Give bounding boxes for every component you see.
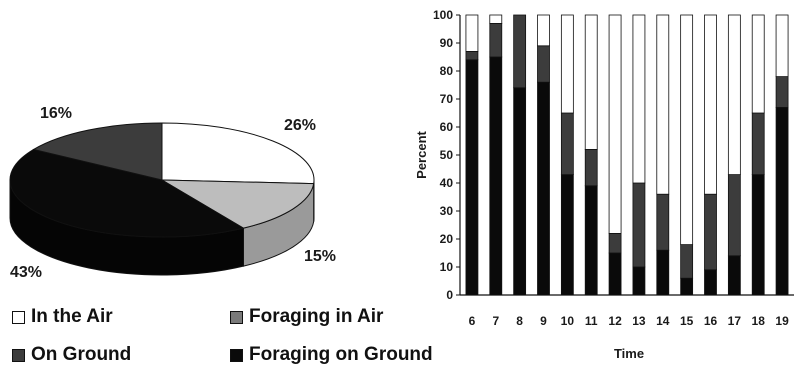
legend-item-on-ground: On Ground bbox=[12, 344, 131, 366]
x-tick-label: 12 bbox=[608, 314, 622, 328]
legend-item-foraging-air: Foraging in Air bbox=[230, 306, 383, 328]
pie-label-foraging-ground: 16% bbox=[40, 105, 72, 122]
bar-16-in-air bbox=[704, 14, 717, 195]
y-tick-label: 10 bbox=[440, 260, 454, 274]
bar-9-on-ground bbox=[537, 45, 550, 83]
legend-label-on-ground: On Ground bbox=[31, 344, 132, 365]
pie-label-on-ground: 43% bbox=[10, 264, 42, 281]
y-tick-label: 50 bbox=[440, 148, 454, 162]
bar-12-foraging-ground bbox=[608, 252, 622, 296]
y-tick-label: 100 bbox=[433, 8, 453, 22]
bar-19-in-air bbox=[775, 14, 789, 77]
y-tick-label: 0 bbox=[446, 288, 453, 302]
x-tick-label: 6 bbox=[469, 314, 476, 328]
y-tick-label: 60 bbox=[440, 120, 454, 134]
bar-chart: 0 10 20 30 40 50 60 70 80 90 100 6 7 8 9 10 11 12 13 14 15 1… bbox=[414, 8, 794, 361]
bar-6-on-ground bbox=[465, 51, 479, 61]
legend-item-in-air: In the Air bbox=[12, 306, 113, 328]
legend-label-foraging-ground: Foraging on Ground bbox=[249, 344, 433, 365]
x-tick-label: 10 bbox=[561, 314, 575, 328]
bar-13-in-air bbox=[632, 14, 646, 184]
x-tick-label: 14 bbox=[656, 314, 670, 328]
pie-chart: 26% 15% 43% 16% bbox=[9, 105, 336, 281]
bar-7-foraging-ground bbox=[489, 56, 503, 296]
y-tick-label: 70 bbox=[440, 92, 454, 106]
bar-18-on-ground bbox=[751, 112, 765, 175]
pie-slice-on-ground bbox=[9, 148, 245, 238]
x-axis-title: Time bbox=[614, 346, 644, 361]
x-tick-label: 9 bbox=[540, 314, 547, 328]
bar-11-foraging-ground bbox=[584, 185, 598, 296]
bar-12-in-air bbox=[608, 14, 622, 234]
x-tick-label: 19 bbox=[775, 314, 789, 328]
bar-10-foraging-ground bbox=[560, 174, 574, 296]
bar-9-in-air bbox=[537, 14, 550, 47]
bar-16-foraging-ground bbox=[704, 269, 717, 296]
y-tick-label: 90 bbox=[440, 36, 454, 50]
y-tick-label: 20 bbox=[440, 232, 454, 246]
legend-swatch-foraging-air bbox=[230, 310, 243, 324]
bar-11-on-ground bbox=[584, 148, 598, 187]
bar-12-on-ground bbox=[608, 232, 622, 254]
bar-11-in-air bbox=[584, 14, 598, 150]
bar-15-in-air bbox=[680, 14, 694, 246]
bar-6-in-air bbox=[465, 14, 479, 52]
bar-17-foraging-ground bbox=[727, 255, 741, 296]
x-tick-label: 18 bbox=[752, 314, 766, 328]
bar-19-foraging-ground bbox=[775, 107, 789, 296]
x-tick-label: 8 bbox=[516, 314, 523, 328]
bar-17-on-ground bbox=[727, 174, 741, 257]
legend-swatch-foraging-ground bbox=[230, 348, 243, 362]
bar-8-foraging-ground bbox=[513, 87, 527, 296]
bar-17-in-air bbox=[727, 14, 741, 176]
bar-7-on-ground bbox=[489, 22, 503, 58]
y-tick-label: 80 bbox=[440, 64, 454, 78]
bar-14-on-ground bbox=[656, 193, 670, 251]
x-tick-label: 16 bbox=[704, 314, 718, 328]
x-tick-label: 17 bbox=[728, 314, 742, 328]
legend-label-in-air: In the Air bbox=[31, 306, 113, 327]
y-tick-label: 40 bbox=[440, 176, 454, 190]
bar-15-on-ground bbox=[680, 244, 694, 279]
x-tick-label: 13 bbox=[632, 314, 646, 328]
bar-7-in-air bbox=[489, 14, 503, 24]
bar-8-on-ground bbox=[513, 14, 527, 89]
legend-swatch-in-air bbox=[12, 310, 25, 324]
bar-19-on-ground bbox=[775, 76, 789, 108]
bar-16-on-ground bbox=[704, 193, 717, 271]
bar-18-foraging-ground bbox=[751, 174, 765, 296]
bar-18-in-air bbox=[751, 14, 765, 114]
bar-14-in-air bbox=[656, 14, 670, 195]
pie-label-in-air: 26% bbox=[284, 117, 316, 134]
y-tick-label: 30 bbox=[440, 204, 454, 218]
y-axis-title: Percent bbox=[414, 130, 429, 178]
bar-9-foraging-ground bbox=[537, 81, 550, 296]
legend-item-foraging-ground: Foraging on Ground bbox=[230, 344, 433, 366]
pie-slice-foraging-ground bbox=[32, 122, 163, 181]
bar-13-on-ground bbox=[632, 182, 646, 268]
legend-label-foraging-air: Foraging in Air bbox=[249, 306, 384, 327]
bar-14-foraging-ground bbox=[656, 249, 670, 296]
pie-slice-in-air bbox=[161, 122, 315, 185]
pie-slice-foraging-air bbox=[160, 179, 315, 229]
bar-15-foraging-ground bbox=[680, 277, 694, 296]
bar-13-foraging-ground bbox=[632, 266, 646, 296]
legend-swatch-on-ground bbox=[12, 348, 25, 362]
x-tick-label: 11 bbox=[585, 314, 598, 328]
x-tick-label: 15 bbox=[680, 314, 694, 328]
x-tick-label: 7 bbox=[492, 314, 499, 328]
pie-label-foraging-air: 15% bbox=[304, 248, 336, 265]
bar-10-in-air bbox=[560, 14, 574, 114]
bar-10-on-ground bbox=[560, 112, 574, 175]
bar-6-foraging-ground bbox=[465, 59, 479, 296]
